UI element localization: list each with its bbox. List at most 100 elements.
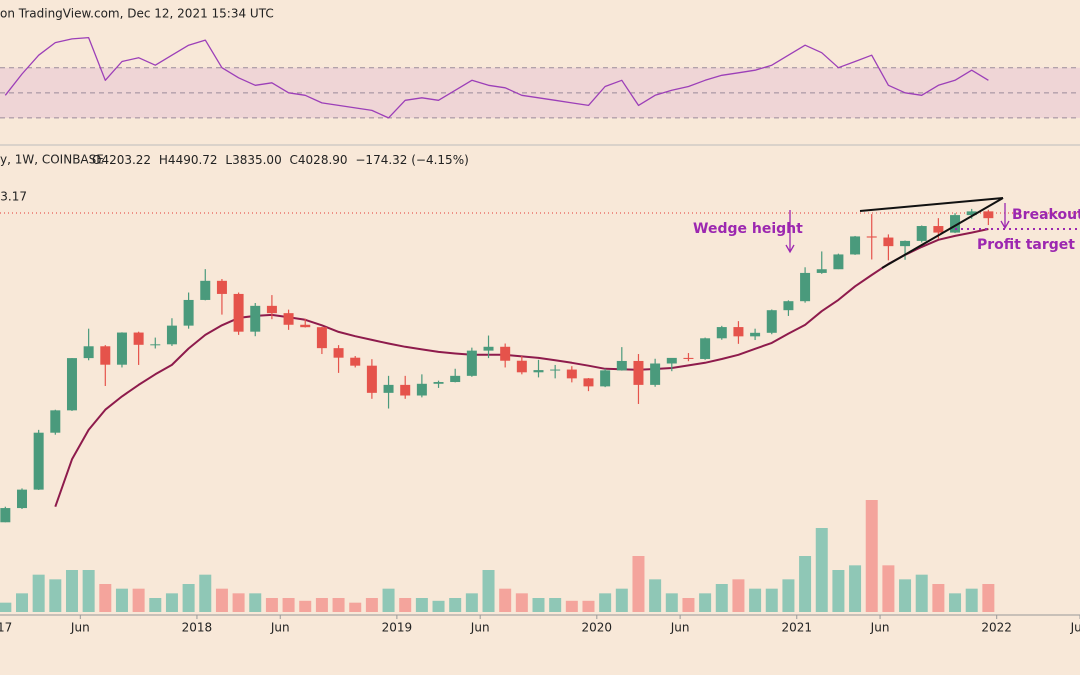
candle-body	[433, 382, 444, 384]
candle-body	[150, 344, 161, 346]
wedge-drawing	[859, 197, 1004, 269]
candle-body	[466, 350, 477, 376]
volume-bar	[399, 598, 412, 612]
candle-body	[933, 226, 944, 233]
x-tick-label: Jun	[1070, 621, 1080, 635]
candle-body	[216, 280, 227, 294]
volume-bar	[32, 574, 45, 612]
candle-body	[283, 313, 294, 325]
volume-bar	[932, 584, 945, 612]
wedge-upper-line	[859, 197, 1004, 212]
volume-bar	[165, 593, 178, 612]
x-tick-label: 2020	[582, 621, 613, 635]
x-tick-label: 2017	[0, 621, 12, 635]
x-tick-label: 2021	[781, 621, 812, 635]
volume-bar	[815, 528, 828, 612]
volume-bar	[765, 588, 778, 612]
candle-body	[700, 338, 711, 359]
volume-bar	[832, 570, 845, 612]
candle-body	[0, 508, 11, 523]
volume-bar	[82, 570, 95, 612]
candle-body	[733, 327, 744, 337]
ohlc-high: H4490.72	[159, 153, 218, 167]
volume-bar	[15, 593, 28, 612]
candle-body	[866, 236, 877, 238]
candle-body	[633, 360, 644, 385]
candle-body	[950, 215, 961, 233]
candle-body	[716, 327, 727, 339]
candle-body	[50, 410, 61, 433]
x-tick-label: Jun	[70, 621, 90, 635]
volume-bar	[182, 584, 195, 612]
volume-bar	[715, 584, 728, 612]
candle-body	[983, 211, 994, 219]
volume-bar	[115, 588, 128, 612]
volume-bar	[749, 588, 762, 612]
volume-bar	[649, 579, 662, 612]
x-tick-label: 2022	[981, 621, 1012, 635]
volume-bar	[799, 556, 812, 612]
volume-bar	[949, 593, 962, 612]
candle-body	[850, 236, 861, 255]
candle-body	[266, 305, 277, 314]
volume-bar	[415, 598, 428, 612]
volume-bar	[899, 579, 912, 612]
ohlc-low: L3835.00	[225, 153, 281, 167]
wedge-lower-line	[881, 197, 1004, 269]
candle-body	[233, 293, 244, 332]
volume-bar	[665, 593, 678, 612]
volume-bar	[449, 598, 462, 612]
x-axis: 2017 Jun 2018 Jun 2019 Jun 2020 Jun 2021 Jun 2022 J…	[0, 615, 1080, 635]
candle-body	[883, 237, 894, 247]
candle-body	[583, 378, 594, 387]
candle-body	[183, 299, 194, 326]
candle-body	[333, 348, 344, 358]
volume-bar	[0, 602, 12, 612]
x-tick-label: Jun	[270, 621, 290, 635]
candle-body	[316, 327, 327, 349]
candle-body	[133, 332, 144, 345]
plot-layers: 4483.17 2017 Jun 2018 Jun 2019 Jun 2020 Jun 2021…	[0, 36, 1080, 635]
annotation-arrows	[785, 203, 1080, 254]
volume-bar	[782, 579, 795, 612]
volume-bar	[382, 588, 395, 612]
volume-bar	[99, 584, 112, 612]
source-line: on TradingView.com, Dec 12, 2021 15:34 U…	[0, 7, 274, 21]
candle-body	[650, 363, 661, 385]
candle-body	[900, 240, 911, 247]
rsi-panel	[0, 36, 1080, 119]
candle-body	[750, 332, 761, 337]
arrow-head	[785, 244, 795, 254]
volume-bar	[582, 600, 595, 612]
candle-body	[33, 432, 44, 490]
volume-bar	[515, 593, 528, 612]
volume-bar	[215, 588, 228, 612]
volume-bar	[499, 588, 512, 612]
candle-body	[833, 254, 844, 270]
candle-body	[550, 369, 561, 371]
volume-bar	[315, 598, 328, 612]
rsi-line	[4, 36, 989, 119]
candle-body	[600, 370, 611, 387]
volume-bar	[532, 598, 545, 612]
volume-bar	[432, 600, 445, 612]
candle-body	[500, 346, 511, 361]
volume-bar	[149, 598, 162, 612]
candle-body	[483, 346, 494, 351]
volume-bar	[282, 598, 295, 612]
volume-bar	[982, 584, 995, 612]
volume-bar	[199, 574, 212, 612]
volume-bar	[332, 598, 345, 612]
volume-bar	[365, 598, 378, 612]
candle-body	[83, 346, 94, 359]
candle-body	[616, 360, 627, 371]
price-panel: 4483.17	[0, 189, 1080, 523]
annotation: Wedge height	[693, 221, 803, 237]
candle-body	[683, 357, 694, 359]
candle-body	[200, 280, 211, 300]
candle-body	[116, 332, 127, 365]
price-line-label: 4483.17	[0, 189, 27, 203]
candle-body	[166, 325, 177, 345]
volume-bar	[865, 500, 878, 612]
